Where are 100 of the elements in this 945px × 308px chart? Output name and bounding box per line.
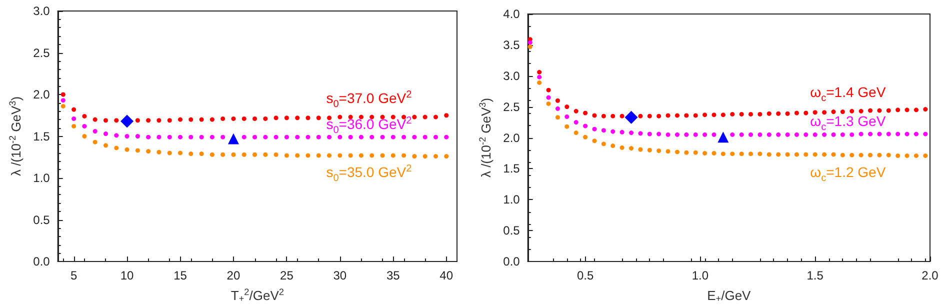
point (712, 112, 716, 118)
point (868, 152, 872, 158)
point (904, 108, 910, 112)
point (776, 132, 781, 137)
point (546, 88, 551, 92)
x-tick-label: 15 (174, 268, 188, 282)
point (923, 132, 928, 136)
x-tick-label: 25 (280, 268, 294, 282)
point (914, 132, 918, 136)
point (896, 153, 900, 158)
point (390, 134, 396, 140)
point (601, 114, 606, 118)
point (263, 116, 268, 121)
point (923, 107, 928, 112)
point (546, 95, 551, 100)
point (850, 152, 854, 158)
point (146, 134, 151, 140)
point (629, 130, 634, 136)
point (831, 132, 836, 137)
point (82, 114, 87, 118)
y-tick-label: 2.0 (33, 88, 50, 102)
point (156, 118, 162, 123)
point (546, 101, 551, 106)
point (785, 152, 790, 157)
point (295, 153, 300, 158)
series-label: s$_{0}$=36.0 GeV$^{2}$ (326, 115, 412, 136)
point (252, 152, 258, 157)
y-tick-label: 4.0 (503, 7, 520, 21)
point (804, 132, 808, 137)
point (914, 153, 918, 158)
point (252, 116, 258, 121)
point (188, 134, 194, 140)
x-tick-label: 2.0 (922, 268, 939, 282)
series-label: ω$_{c}$=1.4 GeV (810, 84, 886, 104)
point (739, 152, 744, 156)
point (822, 132, 827, 137)
point (348, 153, 353, 158)
point (422, 154, 428, 159)
point (877, 152, 882, 158)
point (380, 134, 385, 140)
point (412, 134, 417, 140)
point (748, 112, 753, 116)
point (327, 153, 332, 158)
series-label: ω$_{c}$=1.3 GeV (810, 113, 886, 133)
point (72, 116, 76, 121)
point (316, 153, 321, 158)
point (433, 134, 438, 140)
point (629, 146, 634, 151)
point (220, 116, 226, 121)
series-label: ω$_{c}$=1.2 GeV (810, 164, 886, 184)
point (592, 126, 597, 132)
point (316, 134, 321, 140)
point (380, 153, 385, 158)
point (739, 132, 744, 137)
point (601, 128, 606, 133)
point (306, 116, 310, 120)
point (242, 152, 246, 157)
point (72, 107, 76, 112)
point (712, 132, 716, 137)
point (886, 108, 891, 113)
point (822, 110, 827, 115)
point (702, 132, 708, 137)
x-axis-title: E+/GeV (707, 288, 752, 304)
point (812, 152, 818, 157)
point (72, 124, 76, 128)
point (135, 148, 140, 153)
x-tick-label: 10 (120, 268, 134, 282)
point (537, 70, 542, 74)
point (647, 148, 652, 152)
x-tick-label: 0.5 (576, 268, 594, 282)
point (610, 144, 616, 148)
point (178, 134, 182, 140)
point (555, 115, 560, 120)
point (228, 133, 239, 144)
point (620, 130, 624, 134)
x-tick-label: 20 (226, 268, 240, 282)
point (188, 152, 194, 156)
point (904, 132, 910, 136)
point (564, 124, 570, 129)
point (370, 153, 374, 158)
point (574, 120, 578, 125)
y-tick-label: 1.5 (503, 162, 520, 176)
point (564, 104, 570, 110)
point (103, 131, 108, 136)
point (638, 147, 643, 152)
point (923, 153, 928, 158)
point (210, 134, 214, 140)
point (60, 104, 66, 108)
point (610, 114, 616, 118)
point (812, 110, 818, 115)
point (82, 124, 87, 128)
point (114, 118, 119, 123)
point (804, 110, 808, 116)
point (720, 112, 726, 118)
point (390, 114, 396, 120)
point (730, 132, 735, 137)
point (674, 150, 680, 154)
point (348, 134, 353, 140)
y-tick-label: 3.0 (503, 68, 520, 83)
point (638, 131, 643, 136)
